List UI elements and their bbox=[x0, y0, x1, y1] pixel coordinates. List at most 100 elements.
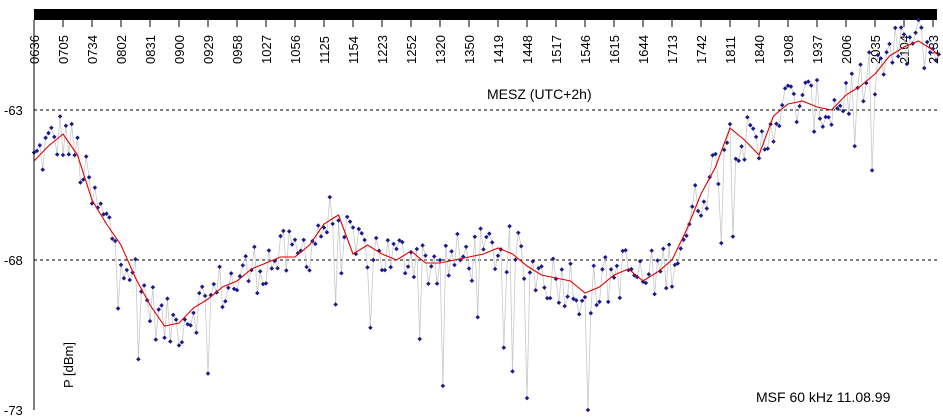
sample-connector bbox=[523, 278, 528, 399]
x-tick-label: 1056 bbox=[288, 35, 303, 64]
sample-point bbox=[469, 278, 475, 284]
sample-point bbox=[202, 293, 208, 299]
sample-point bbox=[472, 234, 478, 239]
sample-connector bbox=[225, 287, 229, 302]
sample-connector bbox=[732, 158, 737, 237]
sample-connector bbox=[169, 314, 174, 342]
x-tick-label: 1350 bbox=[462, 35, 477, 64]
sample-connector bbox=[343, 216, 348, 238]
sample-connector bbox=[428, 266, 432, 284]
sample-point bbox=[173, 317, 179, 322]
y-tick-label: -68 bbox=[4, 253, 23, 268]
sample-point bbox=[579, 298, 585, 303]
sample-point bbox=[530, 259, 536, 264]
sample-connector bbox=[190, 312, 194, 326]
sample-connector bbox=[268, 250, 273, 269]
sample-connector bbox=[535, 268, 539, 291]
sample-point bbox=[54, 152, 60, 157]
sample-point bbox=[492, 266, 498, 272]
sample-point bbox=[284, 268, 289, 273]
sample-connector bbox=[285, 231, 290, 271]
sample-connector bbox=[283, 230, 287, 271]
sample-point bbox=[226, 285, 231, 290]
sample-point bbox=[83, 154, 89, 159]
sample-connector bbox=[56, 116, 61, 155]
sample-connector bbox=[741, 146, 745, 160]
sample-connector bbox=[196, 293, 200, 333]
x-tick-label: 1937 bbox=[810, 35, 825, 64]
x-tick-label: 1742 bbox=[694, 35, 709, 64]
x-tick-label: 1154 bbox=[346, 36, 361, 64]
sample-connector bbox=[114, 241, 119, 309]
sample-connector bbox=[660, 248, 664, 272]
sample-point bbox=[286, 229, 292, 234]
sample-point bbox=[211, 281, 217, 287]
sample-connector bbox=[68, 123, 73, 155]
sample-point bbox=[646, 271, 652, 277]
x-tick-label: 1027 bbox=[259, 35, 274, 64]
sample-connector bbox=[384, 240, 389, 271]
sample-connector bbox=[677, 248, 682, 264]
sample-point bbox=[411, 274, 417, 280]
sample-point bbox=[585, 407, 591, 413]
sample-connector bbox=[665, 244, 670, 289]
sample-connector bbox=[738, 146, 742, 161]
sample-point bbox=[594, 302, 599, 308]
sample-connector bbox=[413, 249, 418, 278]
x-tick-label: 0929 bbox=[201, 35, 216, 64]
sample-point bbox=[220, 304, 225, 310]
sample-connector bbox=[648, 250, 653, 275]
x-tick-label: 1419 bbox=[491, 35, 506, 64]
sample-point bbox=[191, 310, 196, 316]
sample-connector bbox=[245, 256, 249, 282]
sample-point bbox=[603, 255, 608, 260]
x-tick-label: 0900 bbox=[172, 35, 187, 64]
sample-point bbox=[669, 284, 675, 289]
sample-connector bbox=[619, 250, 624, 298]
sample-point bbox=[446, 273, 451, 278]
sample-connector bbox=[239, 265, 244, 277]
sample-point bbox=[63, 123, 69, 128]
sample-connector bbox=[401, 242, 406, 274]
sample-connector bbox=[256, 271, 261, 294]
sample-connector bbox=[42, 137, 46, 170]
y-axis-ticks: -63 -68 -73 bbox=[4, 103, 23, 417]
sample-connector bbox=[491, 242, 496, 270]
sample-point bbox=[159, 303, 164, 308]
sample-point bbox=[330, 221, 335, 227]
sample-connector bbox=[341, 237, 345, 274]
sample-point bbox=[197, 290, 202, 296]
sample-point bbox=[342, 234, 347, 240]
sample-connector bbox=[120, 264, 125, 279]
sample-connector bbox=[471, 236, 476, 281]
x-tick-label: 1713 bbox=[665, 35, 680, 64]
sample-point bbox=[545, 295, 550, 301]
sample-connector bbox=[549, 258, 554, 299]
sample-point bbox=[147, 318, 153, 324]
sample-point bbox=[417, 336, 422, 342]
sample-connector bbox=[552, 258, 557, 279]
sample-point bbox=[188, 323, 193, 328]
sample-connector bbox=[662, 248, 667, 289]
x-tick-label: 1223 bbox=[375, 35, 390, 64]
sample-connector bbox=[207, 295, 212, 374]
x-tick-label: 1840 bbox=[752, 35, 767, 64]
sample-connector bbox=[799, 94, 803, 107]
sample-point bbox=[75, 135, 80, 140]
station-label: MSF 60 kHz 11.08.99 bbox=[756, 389, 891, 405]
sample-connector bbox=[326, 197, 331, 233]
sample-connector bbox=[587, 313, 592, 411]
sample-point bbox=[466, 266, 472, 271]
sample-connector bbox=[854, 87, 858, 147]
sample-connector bbox=[332, 223, 336, 305]
sample-point bbox=[240, 263, 246, 268]
sample-connector bbox=[865, 52, 870, 84]
sample-point bbox=[278, 233, 283, 239]
sample-connector bbox=[863, 82, 867, 102]
sample-point bbox=[301, 237, 306, 243]
sample-connector bbox=[277, 236, 281, 269]
sample-connector bbox=[370, 260, 374, 328]
sample-point bbox=[504, 269, 509, 275]
sample-point bbox=[40, 167, 45, 172]
